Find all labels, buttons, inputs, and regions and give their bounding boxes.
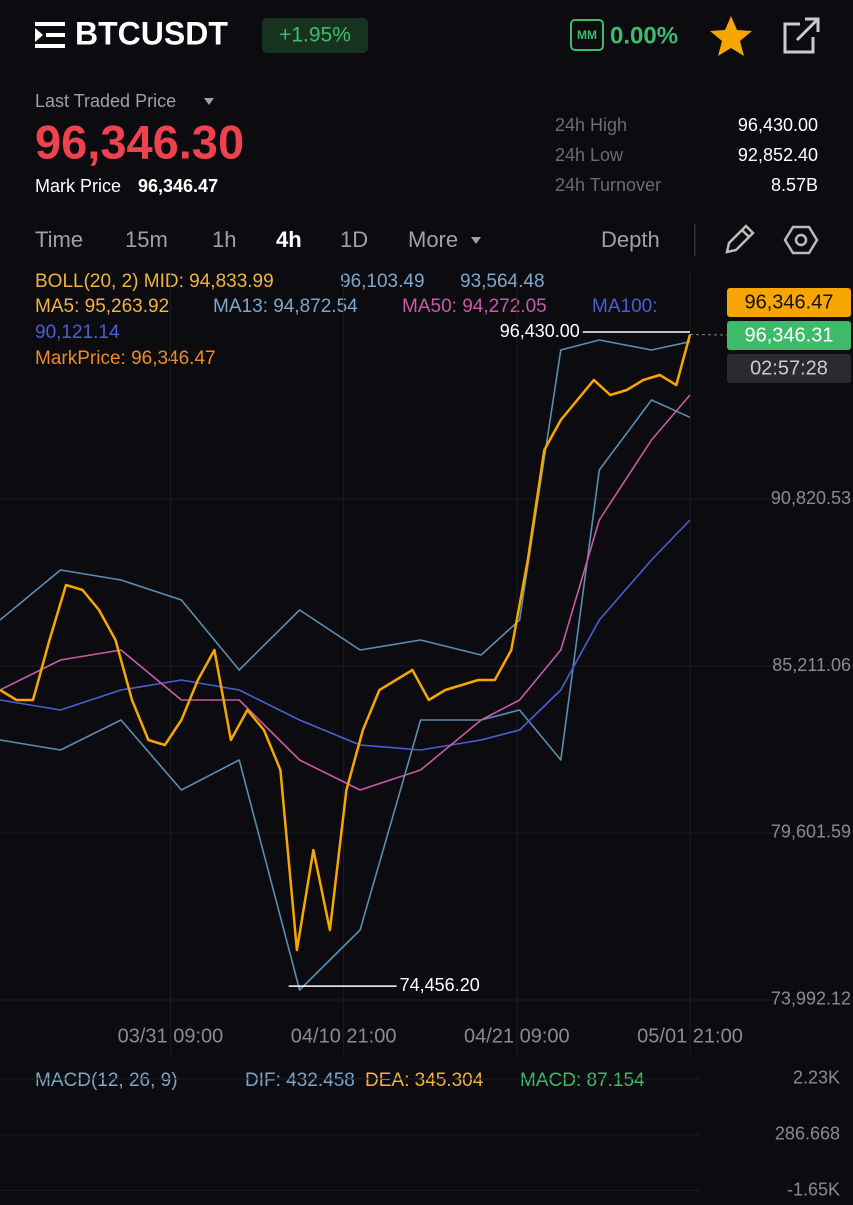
stat-label: 24h Turnover bbox=[555, 175, 661, 195]
extreme-label: 74,456.20 bbox=[400, 975, 480, 995]
boll-upper: 96,103.49 bbox=[340, 271, 425, 292]
mark-price-legend: MarkPrice: 96,346.47 bbox=[35, 348, 216, 369]
macd-tick-label: 286.668 bbox=[775, 1124, 840, 1144]
change: +1.95% bbox=[279, 24, 351, 47]
y-tick-label: 85,211.06 bbox=[772, 655, 851, 675]
timeframe-tab[interactable]: 4h bbox=[276, 227, 302, 252]
timeframe-tab[interactable]: More bbox=[408, 227, 458, 252]
mm-value: 0.00% bbox=[610, 22, 678, 49]
boll-lower: 93,564.48 bbox=[460, 271, 545, 292]
ma5-legend: MA5: 95,263.92 bbox=[35, 296, 169, 317]
y-tick-label: 79,601.59 bbox=[771, 822, 851, 842]
timeframe-tab[interactable]: 1h bbox=[212, 227, 236, 252]
stat-value: 8.57B bbox=[771, 175, 818, 195]
stat-label: 24h Low bbox=[555, 145, 624, 165]
macd-tick-label: -1.65K bbox=[787, 1179, 840, 1199]
last-price-label[interactable]: Last Traded Price bbox=[35, 91, 176, 111]
macd-legend: MACD(12, 26, 9) bbox=[35, 1070, 178, 1091]
extreme-label: 96,430.00 bbox=[500, 321, 580, 341]
ma50-legend: MA50: 94,272.05 bbox=[402, 296, 547, 317]
ma100-value: 90,121.14 bbox=[35, 322, 120, 343]
divider bbox=[694, 224, 696, 256]
x-tick-label: 04/21 09:00 bbox=[464, 1025, 570, 1047]
dea-legend: DEA: 345.304 bbox=[365, 1070, 484, 1091]
x-tick-label: 04/10 21:00 bbox=[291, 1025, 397, 1047]
menu-icon[interactable] bbox=[35, 22, 65, 48]
last-price: 96,346.30 bbox=[35, 115, 244, 168]
dif-legend: DIF: 432.458 bbox=[245, 1070, 355, 1091]
macd-value-legend: MACD: 87.154 bbox=[520, 1070, 645, 1091]
macd-tick-label: 2.23K bbox=[793, 1068, 840, 1088]
countdown: 02:57:28 bbox=[750, 357, 828, 379]
y-tick-label: 73,992.12 bbox=[771, 989, 851, 1009]
x-tick-label: 05/01 21:00 bbox=[637, 1025, 743, 1047]
boll-legend: BOLL(20, 2) MID: 94,833.99 bbox=[35, 271, 274, 292]
depth-tab[interactable]: Depth bbox=[601, 227, 660, 252]
timeframe-tab[interactable]: Time bbox=[35, 227, 83, 252]
ma13-legend: MA13: 94,872.54 bbox=[213, 296, 358, 317]
x-tick-label: 03/31 09:00 bbox=[118, 1025, 224, 1047]
stat-label: 24h High bbox=[555, 115, 627, 135]
symbol[interactable]: BTCUSDT bbox=[75, 15, 228, 51]
stat-value: 92,852.40 bbox=[738, 145, 818, 165]
price-tag-label: 96,346.47 bbox=[745, 291, 834, 313]
mark-price: 96,346.47 bbox=[138, 176, 218, 196]
mm-label: MM bbox=[577, 28, 597, 42]
ma100-label: MA100: bbox=[592, 296, 657, 317]
price-tag-label: 96,346.31 bbox=[745, 324, 834, 346]
stat-value: 96,430.00 bbox=[738, 115, 818, 135]
mark-price-label: Mark Price bbox=[35, 176, 121, 196]
y-tick-label: 90,820.53 bbox=[771, 488, 851, 508]
timeframe-tab[interactable]: 1D bbox=[340, 227, 368, 252]
timeframe-tab[interactable]: 15m bbox=[125, 227, 168, 252]
